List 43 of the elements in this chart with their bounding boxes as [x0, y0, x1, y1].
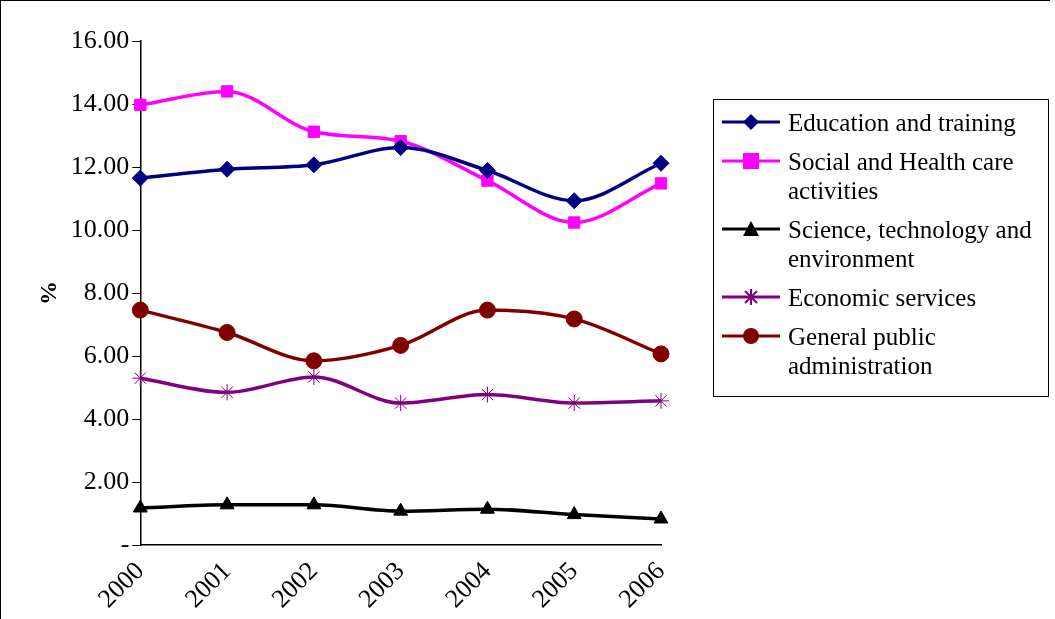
legend-label: Economic services — [788, 283, 977, 312]
point — [392, 336, 410, 354]
point — [218, 160, 236, 178]
y-tick-label: 2.00 — [83, 465, 130, 495]
y-tick-label: 14.00 — [70, 87, 130, 117]
legend-label: Science, technology and environment — [788, 215, 1033, 273]
point — [131, 169, 149, 187]
point — [653, 510, 669, 524]
y-axis-title: % — [34, 281, 61, 306]
point — [134, 98, 147, 112]
point — [131, 369, 149, 387]
point — [652, 154, 670, 172]
point — [565, 310, 583, 328]
y-tick-label: 10.00 — [70, 213, 130, 243]
point — [220, 85, 234, 98]
point — [478, 301, 496, 319]
y-tick-label: 12.00 — [70, 150, 130, 180]
y-tick-label: 16.00 — [70, 24, 130, 54]
legend-label: Social and Health care activities — [788, 147, 1015, 205]
point — [392, 139, 410, 157]
point — [305, 352, 323, 370]
point — [654, 177, 668, 190]
y-tick-label: 4.00 — [83, 402, 130, 432]
y-tick-label: 6.00 — [83, 339, 130, 369]
point — [132, 499, 148, 513]
point — [131, 301, 149, 319]
point — [218, 323, 236, 341]
legend-label: Education and training — [788, 108, 1016, 137]
point — [566, 506, 582, 520]
point — [478, 162, 496, 180]
point — [480, 500, 495, 514]
point — [652, 345, 670, 363]
point — [305, 156, 323, 174]
legend-label: General public administration — [788, 322, 937, 380]
point — [306, 496, 322, 510]
point — [218, 383, 236, 401]
point — [568, 216, 581, 229]
y-tick-label: - — [120, 529, 130, 558]
point — [565, 192, 583, 210]
y-tick-label: 8.00 — [83, 276, 130, 306]
point — [393, 502, 409, 516]
point — [219, 496, 235, 510]
point — [307, 125, 321, 138]
